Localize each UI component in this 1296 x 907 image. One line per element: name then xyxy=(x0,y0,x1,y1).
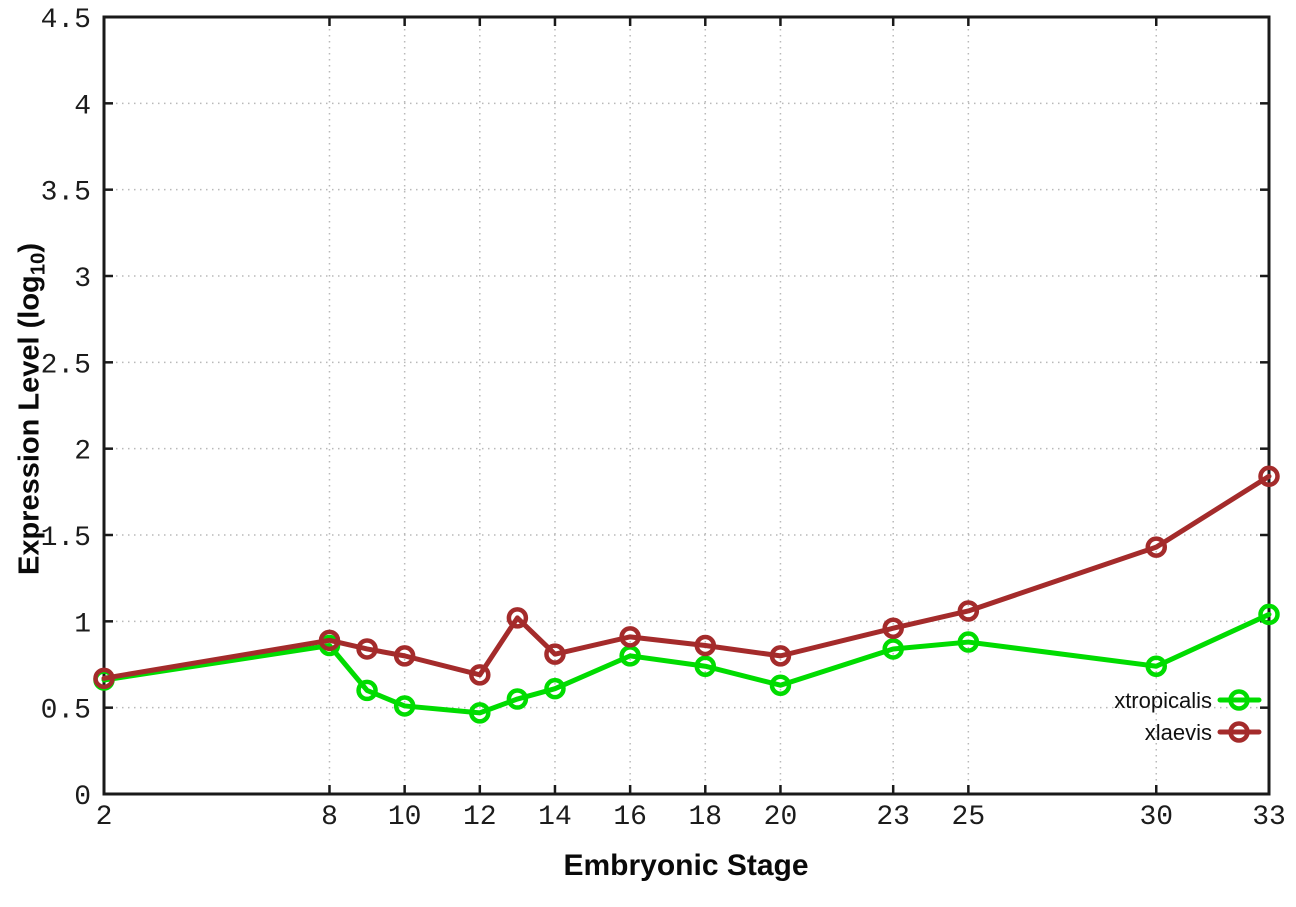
y-tick-label: 2.5 xyxy=(41,350,91,381)
legend-sample-marker xyxy=(1228,689,1250,711)
xtropicalis-marker xyxy=(1258,603,1280,626)
series-xlaevis xyxy=(93,465,1280,690)
x-tick-label: 30 xyxy=(1139,802,1173,833)
xlaevis-marker xyxy=(619,626,641,648)
xlaevis-marker xyxy=(769,645,792,667)
xlaevis-marker xyxy=(1258,465,1280,488)
y-tick-label: 2 xyxy=(74,437,91,468)
x-tick-label: 12 xyxy=(463,802,497,833)
y-tick-label: 4 xyxy=(74,91,91,122)
grid-layer xyxy=(104,17,1269,794)
x-tick-label: 10 xyxy=(388,802,422,833)
x-axis-title: Embryonic Stage xyxy=(563,849,809,882)
x-tick-label: 25 xyxy=(952,802,986,833)
xlaevis-marker xyxy=(506,607,529,629)
xlaevis-line xyxy=(101,473,1272,681)
y-tick-label: 4.5 xyxy=(41,5,91,36)
xtropicalis-marker xyxy=(694,655,717,677)
legend-label-xlaevis: xlaevis xyxy=(1145,720,1212,745)
xlaevis-marker xyxy=(1145,536,1168,558)
series-xtropicalis xyxy=(93,603,1280,724)
xtropicalis-marker xyxy=(506,688,529,710)
legend: xtropicalis xlaevis xyxy=(1114,688,1262,745)
legend-label-xtropicalis: xtropicalis xyxy=(1114,688,1212,713)
y-tick-label: 3.5 xyxy=(41,178,91,209)
x-tick-label: 8 xyxy=(321,802,338,833)
y-axis-title: Expression Level (log10) xyxy=(14,243,51,575)
xlaevis-marker xyxy=(393,645,416,667)
x-tick-label: 20 xyxy=(764,802,798,833)
xlaevis-marker xyxy=(356,638,378,660)
x-tick-label: 23 xyxy=(876,802,910,833)
legend-row-xlaevis: xlaevis xyxy=(1145,720,1262,745)
y-axis-title-text: Expression Level (log xyxy=(13,275,46,575)
xtropicalis-line xyxy=(101,611,1272,716)
xtropicalis-marker xyxy=(769,674,792,696)
xtropicalis-marker xyxy=(882,638,904,660)
xlaevis-marker xyxy=(318,629,341,652)
xlaevis-marker xyxy=(957,600,980,622)
legend-sample-marker xyxy=(1228,721,1250,743)
y-axis-title-subscript: 10 xyxy=(27,252,50,276)
y-tick-label: 0 xyxy=(74,782,91,813)
x-tick-label: 16 xyxy=(613,802,647,833)
y-tick-label: 0.5 xyxy=(41,696,91,727)
tick-labels: 0 0.5 1 1.5 2 2.5 3 3.5 4 4.5 2 8 10 12 14 16 18 20 23 25 30… xyxy=(41,5,1286,833)
xtropicalis-marker xyxy=(957,631,980,653)
axes-layer xyxy=(102,15,1271,796)
xlaevis-marker xyxy=(544,643,566,665)
xlaevis-marker xyxy=(93,667,115,690)
xlaevis-marker xyxy=(469,664,491,686)
y-tick-label: 1.5 xyxy=(41,523,91,554)
xtropicalis-marker xyxy=(356,679,378,702)
x-tick-label: 18 xyxy=(688,802,722,833)
x-tick-label: 14 xyxy=(538,802,572,833)
y-axis-title-suffix: ) xyxy=(13,243,46,253)
plot-border xyxy=(102,15,1271,796)
xtropicalis-marker xyxy=(1145,655,1168,677)
xlaevis-marker xyxy=(882,617,904,639)
x-tick-label: 33 xyxy=(1252,802,1286,833)
x-tick-label: 2 xyxy=(96,802,113,833)
xlaevis-marker xyxy=(694,634,717,657)
xtropicalis-marker xyxy=(469,702,491,724)
y-tick-label: 3 xyxy=(74,264,91,295)
xtropicalis-marker xyxy=(544,677,566,700)
xtropicalis-marker xyxy=(393,695,416,717)
legend-row-xtropicalis: xtropicalis xyxy=(1114,688,1262,713)
y-tick-label: 1 xyxy=(74,609,91,640)
